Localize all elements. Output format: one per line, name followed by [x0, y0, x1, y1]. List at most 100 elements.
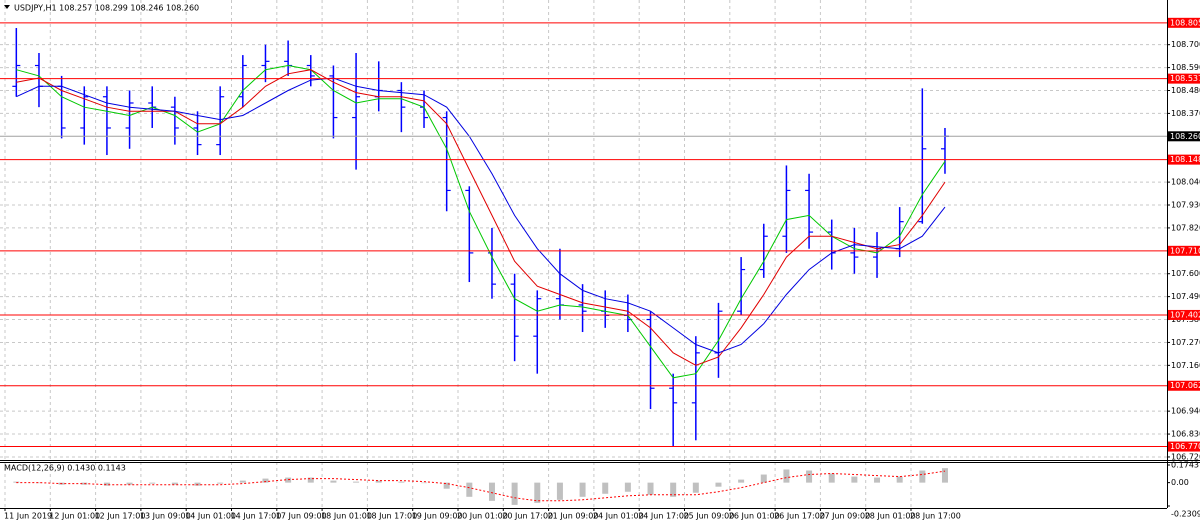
y-tick-label: 108.040 — [1171, 178, 1200, 187]
macd-histogram-bar — [149, 482, 156, 484]
level-label-box — [1168, 17, 1200, 28]
x-tick-label: 24 Jun 17:00 — [638, 512, 689, 521]
macd-histogram-bar — [738, 479, 745, 483]
x-tick-label: 21 Jun 09:00 — [548, 512, 599, 521]
level-label: 107.062 — [1170, 381, 1200, 390]
level-label: 108.537 — [1170, 74, 1200, 83]
macd-histogram-bar — [896, 476, 903, 483]
macd-histogram-bar — [126, 482, 133, 485]
y-tick-label: 107.600 — [1171, 269, 1200, 278]
x-tick-label: 20 Jun 17:00 — [502, 512, 553, 521]
x-tick-label: 18 Jun 17:00 — [366, 512, 417, 521]
x-tick-label: 19 Jun 09:00 — [412, 512, 463, 521]
macd-histogram-bar — [194, 482, 201, 486]
macd-histogram-bar — [556, 482, 563, 500]
macd-histogram-bar — [511, 482, 518, 505]
indicator-title: MACD(12,26,9) 0.1430 0.1143 — [4, 464, 126, 473]
x-tick-label: 12 Jun 01:00 — [49, 512, 100, 521]
x-tick-label: 14 Jun 01:00 — [185, 512, 236, 521]
x-tick-label: 12 Jun 17:00 — [95, 512, 146, 521]
macd-histogram-bar — [806, 470, 813, 483]
level-label-box — [1168, 154, 1200, 165]
macd-histogram-bar — [103, 482, 110, 486]
macd-histogram-bar — [760, 474, 767, 483]
macd-histogram-bar — [715, 482, 722, 487]
macd-histogram-bar — [330, 480, 337, 483]
macd-histogram-bar — [262, 478, 269, 483]
y-tick-label: 106.940 — [1171, 407, 1200, 416]
x-tick-label: 13 Jun 09:00 — [140, 512, 191, 521]
y-tick-label: 107.490 — [1171, 292, 1200, 301]
macd-y-tick-label: 0.00 — [1171, 478, 1189, 487]
macd-histogram-bar — [307, 477, 314, 483]
moving-average-line — [16, 64, 946, 379]
macd-histogram-bar — [35, 482, 42, 484]
symbol-menu-icon[interactable] — [4, 5, 10, 9]
macd-histogram-bar — [217, 482, 224, 484]
x-tick-label: 24 Jun 01:00 — [593, 512, 644, 521]
macd-histogram-bar — [466, 482, 473, 497]
macd-histogram-bar — [828, 473, 835, 483]
moving-average-line — [16, 77, 946, 354]
macd-histogram-bar — [941, 468, 948, 483]
macd-signal-line — [16, 470, 946, 502]
mark-layer — [0, 22, 1167, 505]
y-tick-label: 108.590 — [1171, 63, 1200, 72]
y-tick-label: 108.700 — [1171, 40, 1200, 49]
x-tick-label: 28 Jun 17:00 — [910, 512, 961, 521]
macd-histogram-bar — [171, 482, 178, 485]
level-label-box — [1168, 73, 1200, 84]
x-tick-label: 25 Jun 09:00 — [684, 512, 735, 521]
level-label: 106.770 — [1170, 442, 1200, 451]
level-label: 108.805 — [1170, 18, 1200, 27]
level-label-box — [1168, 245, 1200, 256]
macd-histogram-bar — [353, 481, 360, 483]
x-tick-label: 11 Jun 2019 — [4, 512, 52, 521]
macd-histogram-bar — [375, 480, 382, 483]
level-label-box — [1168, 441, 1200, 452]
macd-histogram-bar — [602, 482, 609, 494]
macd-y-tick-label: -0.2309 — [1171, 510, 1200, 519]
macd-histogram-bar — [81, 482, 88, 485]
y-tick-label: 107.160 — [1171, 361, 1200, 370]
current-price-box — [1168, 131, 1200, 142]
macd-y-tick-label: 0.1743 — [1171, 461, 1199, 470]
x-tick-label: 18 Jun 01:00 — [321, 512, 372, 521]
x-tick-label: 14 Jun 17:00 — [231, 512, 282, 521]
macd-histogram-bar — [670, 482, 677, 497]
x-tick-label: 17 Jun 09:00 — [276, 512, 327, 521]
macd-histogram-bar — [783, 469, 790, 483]
macd-histogram-bar — [874, 477, 881, 483]
chart-title: USDJPY,H1 108.257 108.299 108.246 108.26… — [14, 4, 199, 13]
macd-histogram-bar — [285, 477, 292, 483]
macd-histogram-bar — [239, 480, 246, 483]
macd-histogram-bar — [624, 482, 631, 492]
macd-histogram-bar — [851, 476, 858, 483]
y-tick-label: 107.270 — [1171, 338, 1200, 347]
macd-histogram-bar — [443, 482, 450, 489]
macd-histogram-bar — [692, 482, 699, 493]
y-tick-label: 107.820 — [1171, 223, 1200, 232]
x-tick-label: 28 Jun 01:00 — [865, 512, 916, 521]
macd-histogram-bar — [647, 482, 654, 495]
level-label-box — [1168, 380, 1200, 391]
x-tick-label: 27 Jun 09:00 — [819, 512, 870, 521]
x-tick-label: 26 Jun 17:00 — [774, 512, 825, 521]
level-label-box — [1168, 309, 1200, 320]
macd-histogram-bar — [421, 482, 428, 484]
y-tick-label: 106.830 — [1171, 430, 1200, 439]
x-tick-label: 26 Jun 01:00 — [729, 512, 780, 521]
macd-histogram-bar — [488, 482, 495, 501]
level-label: 108.148 — [1170, 155, 1200, 164]
y-tick-label: 106.720 — [1171, 452, 1200, 461]
grid-layer — [0, 0, 1167, 508]
macd-histogram-bar — [579, 482, 586, 497]
macd-histogram-bar — [534, 482, 541, 503]
y-tick-label: 107.930 — [1171, 201, 1200, 210]
macd-histogram-bar — [919, 470, 926, 483]
level-label: 107.402 — [1170, 310, 1200, 319]
x-tick-label: 20 Jun 01:00 — [457, 512, 508, 521]
